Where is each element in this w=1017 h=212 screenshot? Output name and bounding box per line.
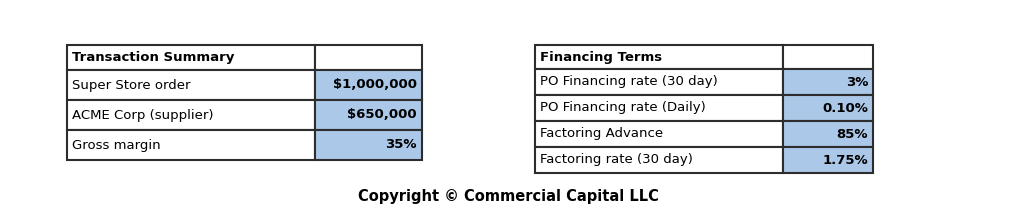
Text: Gross margin: Gross margin: [72, 138, 161, 152]
Text: Copyright © Commercial Capital LLC: Copyright © Commercial Capital LLC: [358, 190, 659, 205]
Bar: [783, 121, 873, 147]
Bar: [783, 45, 873, 69]
Bar: [67, 70, 315, 100]
Text: PO Financing rate (Daily): PO Financing rate (Daily): [540, 102, 706, 114]
Bar: [783, 95, 873, 121]
Text: 3%: 3%: [845, 75, 868, 88]
Bar: [535, 45, 783, 69]
Bar: [535, 121, 783, 147]
Text: 85%: 85%: [837, 127, 868, 141]
Bar: [67, 45, 315, 70]
Text: Super Store order: Super Store order: [72, 78, 190, 92]
Bar: [535, 69, 783, 95]
Text: 1.75%: 1.75%: [823, 153, 868, 166]
Bar: [315, 130, 422, 160]
Text: $1,000,000: $1,000,000: [333, 78, 417, 92]
Bar: [315, 45, 422, 70]
Text: Factoring rate (30 day): Factoring rate (30 day): [540, 153, 693, 166]
Text: Factoring Advance: Factoring Advance: [540, 127, 663, 141]
Bar: [315, 70, 422, 100]
Text: $650,000: $650,000: [348, 109, 417, 121]
Text: 0.10%: 0.10%: [822, 102, 868, 114]
Bar: [67, 100, 315, 130]
Bar: [67, 130, 315, 160]
Bar: [535, 95, 783, 121]
Bar: [535, 147, 783, 173]
Bar: [783, 147, 873, 173]
Text: Financing Terms: Financing Terms: [540, 50, 662, 64]
Text: PO Financing rate (30 day): PO Financing rate (30 day): [540, 75, 718, 88]
Bar: [315, 100, 422, 130]
Text: Transaction Summary: Transaction Summary: [72, 51, 234, 64]
Text: ACME Corp (supplier): ACME Corp (supplier): [72, 109, 214, 121]
Bar: [783, 69, 873, 95]
Text: 35%: 35%: [385, 138, 417, 152]
